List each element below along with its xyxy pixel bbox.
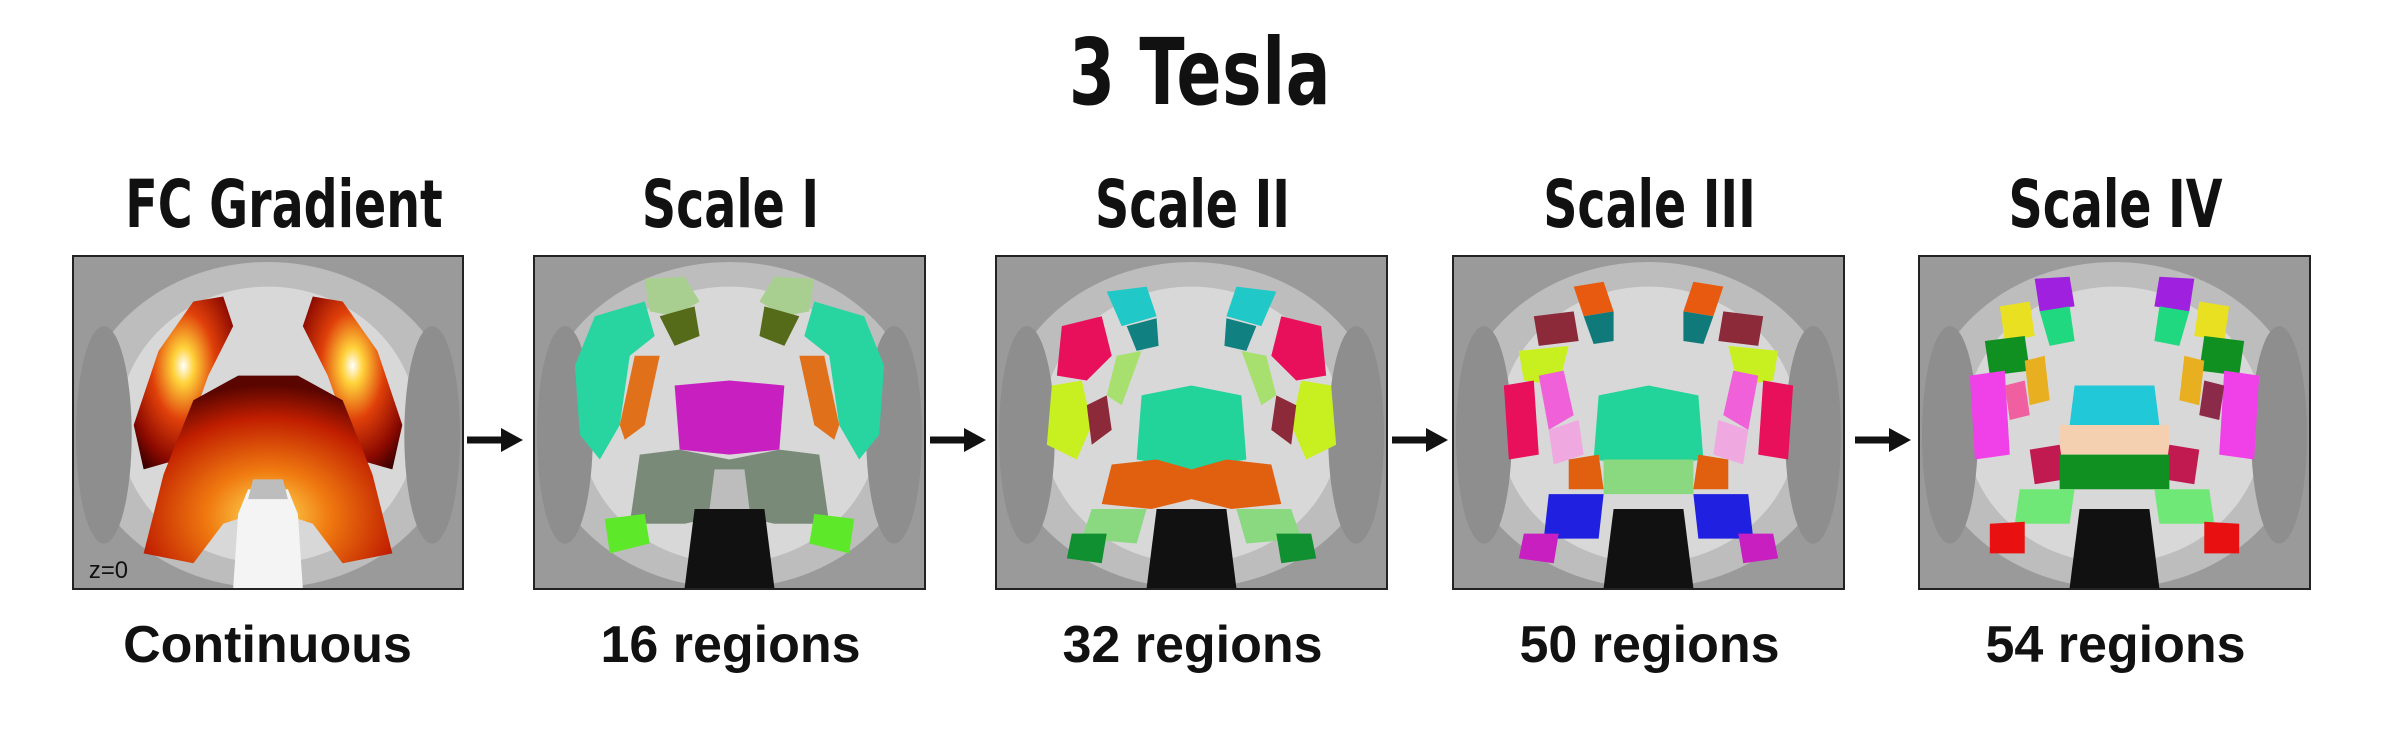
scale-3-brain-slice [1452,255,1845,590]
panel-heading-scale-1: Scale I [641,166,820,243]
scale-2-brain-slice [995,255,1388,590]
panel-caption-scale-1: 16 regions [600,616,861,674]
arrow-icon [930,428,986,452]
slice-z-label: z=0 [89,557,128,584]
scale-3-parcellation [1454,257,1843,588]
panel-caption-scale-4: 54 regions [1985,616,2246,674]
panel-heading-scale-3: Scale III [1543,166,1756,243]
scale-1-brain-slice [533,255,926,590]
scale-4-parcellation [1920,257,2309,588]
scale-1-parcellation [535,257,924,588]
main-title: 3 Tesla [1068,19,1332,126]
panel-caption-scale-2: 32 regions [1062,616,1323,674]
arrow-icon [1392,428,1448,452]
panel-heading-scale-2: Scale II [1095,166,1290,243]
fc-gradient-map: z=0 [74,257,462,588]
scale-4-brain-slice [1918,255,2311,590]
panel-heading-fc-gradient: FC Gradient [125,166,443,243]
scale-2-parcellation [997,257,1386,588]
panel-caption-continuous: Continuous [123,616,412,674]
arrow-icon [467,428,523,452]
arrow-icon [1855,428,1911,452]
fc-gradient-brain-slice: z=0 [72,255,464,590]
panel-caption-scale-3: 50 regions [1519,616,1780,674]
panel-heading-scale-4: Scale IV [2008,166,2223,243]
